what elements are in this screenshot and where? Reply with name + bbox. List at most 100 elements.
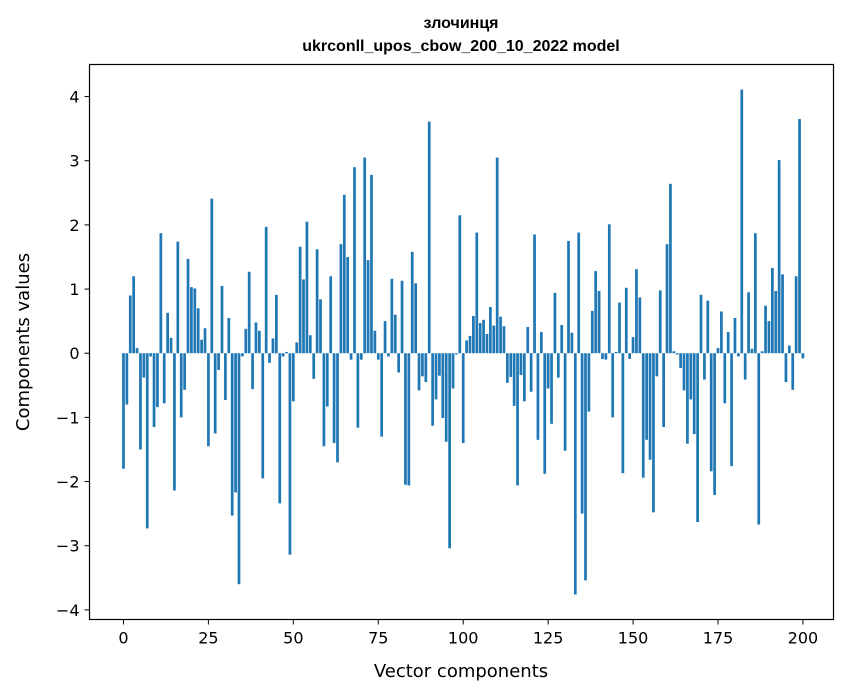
bar: [550, 353, 553, 424]
bar: [183, 353, 186, 390]
bar: [614, 351, 618, 354]
bar: [652, 353, 655, 513]
chart-title-line-1: злочинця: [423, 15, 498, 32]
bar: [801, 353, 805, 359]
bar: [373, 330, 377, 354]
bar: [631, 337, 635, 354]
bar: [438, 353, 441, 376]
x-tick-label: 200: [788, 629, 819, 648]
y-tick-label: 4: [69, 88, 79, 107]
x-tick-label: 25: [198, 629, 218, 648]
bar: [495, 157, 499, 354]
bar: [410, 251, 414, 354]
bar: [400, 280, 404, 354]
bar: [750, 348, 754, 354]
y-tick-label: 2: [69, 216, 79, 235]
bar: [764, 305, 767, 354]
bar: [543, 353, 547, 474]
bar: [254, 322, 258, 354]
bar: [737, 353, 740, 357]
bar: [322, 353, 326, 447]
bar: [176, 241, 180, 354]
bar: [329, 276, 333, 354]
bar: [516, 353, 519, 486]
bar: [628, 353, 632, 359]
bar: [444, 353, 448, 442]
bar: [658, 290, 662, 354]
bar: [560, 325, 564, 354]
y-axis-ticks: −4 −3 −2 −1 0 1 2 3 4: [56, 88, 90, 620]
y-tick-label: −4: [56, 601, 80, 620]
bar: [325, 353, 329, 407]
bar: [281, 353, 285, 357]
bar: [747, 292, 750, 354]
bar: [363, 157, 367, 354]
bar: [162, 353, 166, 404]
y-tick-label: 0: [69, 344, 79, 363]
x-axis-label: Vector components: [374, 661, 548, 682]
bar: [451, 353, 455, 389]
bar: [553, 292, 557, 354]
bar: [417, 353, 421, 391]
bar: [794, 276, 798, 354]
bar: [145, 353, 149, 529]
bar: [475, 232, 479, 354]
bar: [573, 353, 577, 595]
bar: [431, 353, 434, 426]
bar: [733, 317, 737, 354]
chart-title-line-2: ukrconll_upos_cbow_200_10_2022 model: [302, 38, 619, 55]
bar: [397, 353, 401, 373]
bar: [376, 353, 380, 360]
y-tick-label: −3: [56, 537, 80, 556]
bar: [461, 353, 465, 444]
bar: [125, 353, 129, 405]
bar: [624, 287, 628, 354]
bar: [288, 353, 292, 555]
bar: [421, 353, 424, 377]
y-tick-label: −2: [56, 473, 80, 492]
bar: [196, 308, 200, 354]
bar: [404, 353, 407, 485]
bar: [757, 353, 761, 525]
bar: [730, 353, 733, 467]
bar: [638, 297, 642, 354]
bar: [529, 353, 533, 392]
bar: [122, 353, 125, 469]
x-tick-label: 150: [618, 629, 649, 648]
bar: [777, 160, 781, 354]
bar: [278, 353, 282, 504]
y-axis-label: Components values: [13, 253, 34, 431]
bar: [743, 353, 747, 380]
bar: [319, 299, 322, 354]
bar: [342, 194, 346, 354]
bar: [241, 353, 244, 357]
bar: [563, 353, 567, 451]
bar: [492, 325, 496, 354]
bar: [234, 353, 237, 493]
bar: [539, 332, 543, 354]
bar: [271, 338, 275, 354]
bar: [132, 276, 136, 354]
bar: [142, 353, 146, 378]
bar: [621, 353, 625, 474]
bar: [207, 353, 210, 447]
bar: [669, 183, 672, 354]
bar: [203, 328, 207, 354]
bar: [584, 353, 587, 581]
bar: [655, 353, 659, 377]
bar: [522, 353, 526, 402]
bar: [713, 353, 716, 496]
bar: [594, 271, 598, 354]
x-tick-label: 175: [703, 629, 734, 648]
bar: [291, 353, 295, 402]
bar: [716, 348, 720, 354]
bar: [740, 89, 744, 354]
bar: [237, 353, 241, 585]
x-tick-label: 0: [118, 629, 128, 648]
bar: [604, 353, 608, 360]
bar: [482, 319, 485, 354]
bar: [699, 294, 703, 354]
bar: [261, 353, 265, 479]
bar: [641, 353, 645, 478]
